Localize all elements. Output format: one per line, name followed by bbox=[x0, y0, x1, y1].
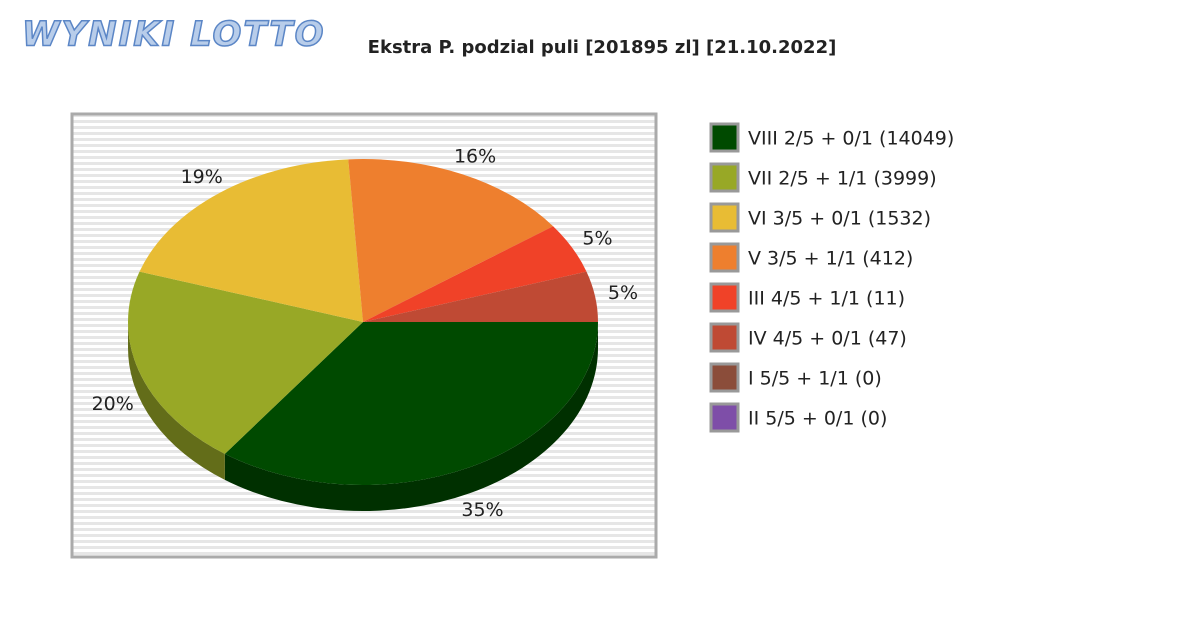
legend: VIII 2/5 + 0/1 (14049) VII 2/5 + 1/1 (399… bbox=[709, 122, 954, 433]
legend-swatch bbox=[709, 202, 740, 233]
data-label: 19% bbox=[181, 166, 223, 188]
slice bbox=[139, 159, 363, 322]
legend-swatch bbox=[709, 162, 740, 193]
legend-label: VII 2/5 + 1/1 (3999) bbox=[748, 168, 937, 190]
legend-label: II 5/5 + 0/1 (0) bbox=[748, 408, 887, 430]
logo: WYNIKI LOTTO bbox=[22, 15, 326, 55]
chart-title: Ekstra P. podzial puli [201895 zl] [21.1… bbox=[368, 37, 837, 58]
legend-swatch bbox=[709, 362, 740, 393]
legend-swatch bbox=[709, 402, 740, 433]
data-label: 20% bbox=[92, 393, 134, 415]
data-label: 5% bbox=[582, 228, 612, 250]
legend-label: I 5/5 + 1/1 (0) bbox=[748, 368, 882, 390]
legend-swatch bbox=[709, 242, 740, 273]
data-label: 5% bbox=[608, 282, 638, 304]
legend-label: III 4/5 + 1/1 (11) bbox=[748, 288, 905, 310]
slice bbox=[363, 226, 587, 322]
legend-swatch bbox=[709, 122, 740, 153]
pie: 35% 20% 19% 16% 5% 5% bbox=[92, 145, 638, 521]
slice bbox=[363, 271, 598, 322]
legend-swatch bbox=[709, 282, 740, 313]
data-label: 35% bbox=[461, 499, 503, 521]
legend-label: VI 3/5 + 0/1 (1532) bbox=[748, 208, 931, 230]
data-label: 16% bbox=[454, 145, 496, 167]
legend-swatch bbox=[709, 322, 740, 353]
slice-side bbox=[128, 322, 225, 480]
legend-label: VIII 2/5 + 0/1 (14049) bbox=[748, 128, 954, 150]
slice bbox=[127, 271, 364, 454]
slice bbox=[224, 322, 598, 485]
legend-label: V 3/5 + 1/1 (412) bbox=[748, 248, 913, 270]
slice bbox=[348, 159, 554, 322]
legend-label: IV 4/5 + 0/1 (47) bbox=[748, 328, 907, 350]
slice-side bbox=[224, 322, 598, 511]
